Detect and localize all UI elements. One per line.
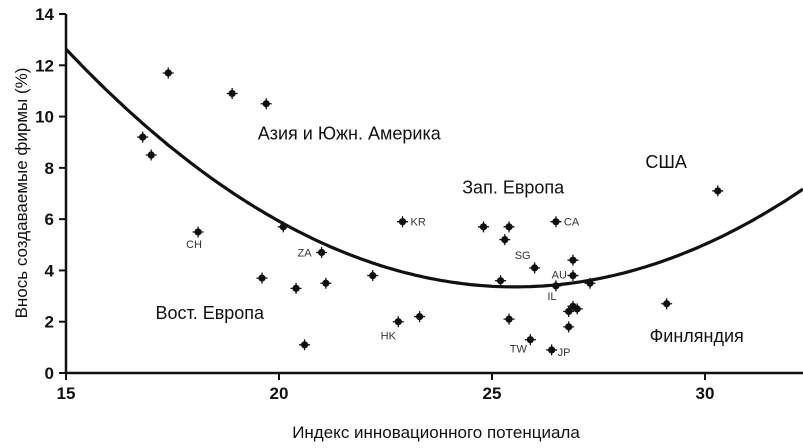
region-annotation: Финляндия [650, 326, 744, 346]
data-point-cross [550, 280, 562, 292]
data-point-cross [550, 216, 562, 228]
point-label: ZA [298, 247, 313, 259]
data-point-cross [162, 67, 174, 79]
data-point-cross [145, 149, 157, 161]
data-point-cross [367, 270, 379, 282]
region-annotation: США [645, 152, 687, 172]
data-point-cross [392, 316, 404, 328]
point-label: CA [564, 217, 580, 229]
data-point-cross [499, 234, 511, 246]
x-tick-label: 20 [270, 384, 289, 403]
point-label: TW [510, 344, 528, 356]
data-point-cross [290, 282, 302, 294]
x-axis-title: Индекс инновационного потенциала [292, 423, 580, 442]
y-axis-title: Внось создаваемые фирмы (%) [12, 68, 31, 319]
data-point-cross [503, 313, 515, 325]
y-tick-label: 12 [35, 56, 54, 75]
region-annotation: Азия и Южн. Америка [258, 124, 442, 144]
data-point-cross [192, 226, 204, 238]
region-annotation: Вост. Европа [155, 303, 265, 323]
point-label: IL [547, 291, 556, 303]
point-label: AU [552, 270, 567, 282]
data-point-cross [477, 221, 489, 233]
y-tick-label: 4 [45, 261, 55, 280]
data-point-cross [226, 87, 238, 99]
region-annotation: Зап. Европа [462, 178, 565, 198]
data-point-cross [495, 275, 507, 287]
data-point-cross [546, 344, 558, 356]
data-point-cross [299, 339, 311, 351]
y-tick-label: 14 [35, 5, 54, 24]
data-point-cross [524, 334, 536, 346]
data-point-cross [567, 254, 579, 266]
point-label: KR [411, 217, 426, 229]
point-label: HK [381, 331, 397, 343]
data-point-cross [567, 270, 579, 282]
point-label: SG [515, 250, 531, 262]
x-tick-label: 15 [57, 384, 76, 403]
data-point-cross [137, 131, 149, 143]
data-point-cross [260, 98, 272, 110]
data-point-cross [712, 185, 724, 197]
y-tick-label: 6 [45, 210, 54, 229]
data-point-cross [571, 303, 583, 315]
data-point-cross [584, 277, 596, 289]
data-point-cross [256, 272, 268, 284]
data-point-cross [397, 216, 409, 228]
x-tick-label: 30 [696, 384, 715, 403]
fit-curve [64, 47, 803, 289]
point-label: CH [186, 239, 202, 251]
data-point-cross [563, 321, 575, 333]
data-point-cross [503, 221, 515, 233]
data-point-cross [529, 262, 541, 274]
data-point-cross [661, 298, 673, 310]
y-tick-label: 0 [45, 364, 54, 383]
data-point-cross [320, 277, 332, 289]
data-point-cross [316, 246, 328, 258]
point-label: JP [558, 347, 571, 359]
data-point-cross [277, 221, 289, 233]
y-tick-label: 8 [45, 159, 54, 178]
x-tick-label: 25 [483, 384, 502, 403]
data-point-cross [414, 311, 426, 323]
y-tick-label: 10 [35, 108, 54, 127]
y-tick-label: 2 [45, 313, 54, 332]
